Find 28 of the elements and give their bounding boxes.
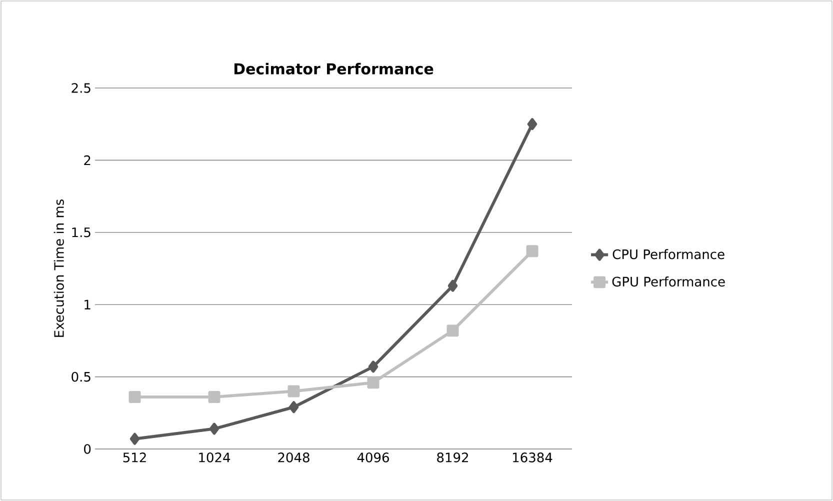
y-tick-label: 1 <box>84 300 90 310</box>
point <box>288 385 300 398</box>
x-tick-label: 1024 <box>199 452 230 462</box>
y-axis-title: Execution Time in ms <box>54 199 64 337</box>
point <box>527 118 538 130</box>
point <box>209 422 220 435</box>
x-tick-label: 8192 <box>437 452 468 462</box>
y-tick-label: 2.5 <box>72 83 90 93</box>
chart-title: Decimator Performance <box>234 62 434 74</box>
y-tick-label: 0.5 <box>72 372 90 382</box>
point <box>367 376 380 389</box>
legend-label: CPU Performance <box>612 249 724 260</box>
y-tick-label: 2 <box>84 155 90 166</box>
x-tick-label: 2048 <box>278 452 310 462</box>
point <box>368 360 378 373</box>
point <box>130 432 140 445</box>
y-tick-label: 0 <box>84 444 91 454</box>
y-tick-label: 1.5 <box>72 228 90 238</box>
legend-label: GPU Performance <box>612 276 725 287</box>
point <box>128 391 141 404</box>
x-tick-label: 16384 <box>513 452 552 462</box>
point <box>208 391 220 404</box>
point <box>288 401 299 414</box>
point <box>526 245 538 258</box>
point <box>446 324 459 337</box>
x-tick-label: 512 <box>123 452 146 462</box>
x-tick-label: 4096 <box>357 452 389 462</box>
point <box>448 280 458 292</box>
